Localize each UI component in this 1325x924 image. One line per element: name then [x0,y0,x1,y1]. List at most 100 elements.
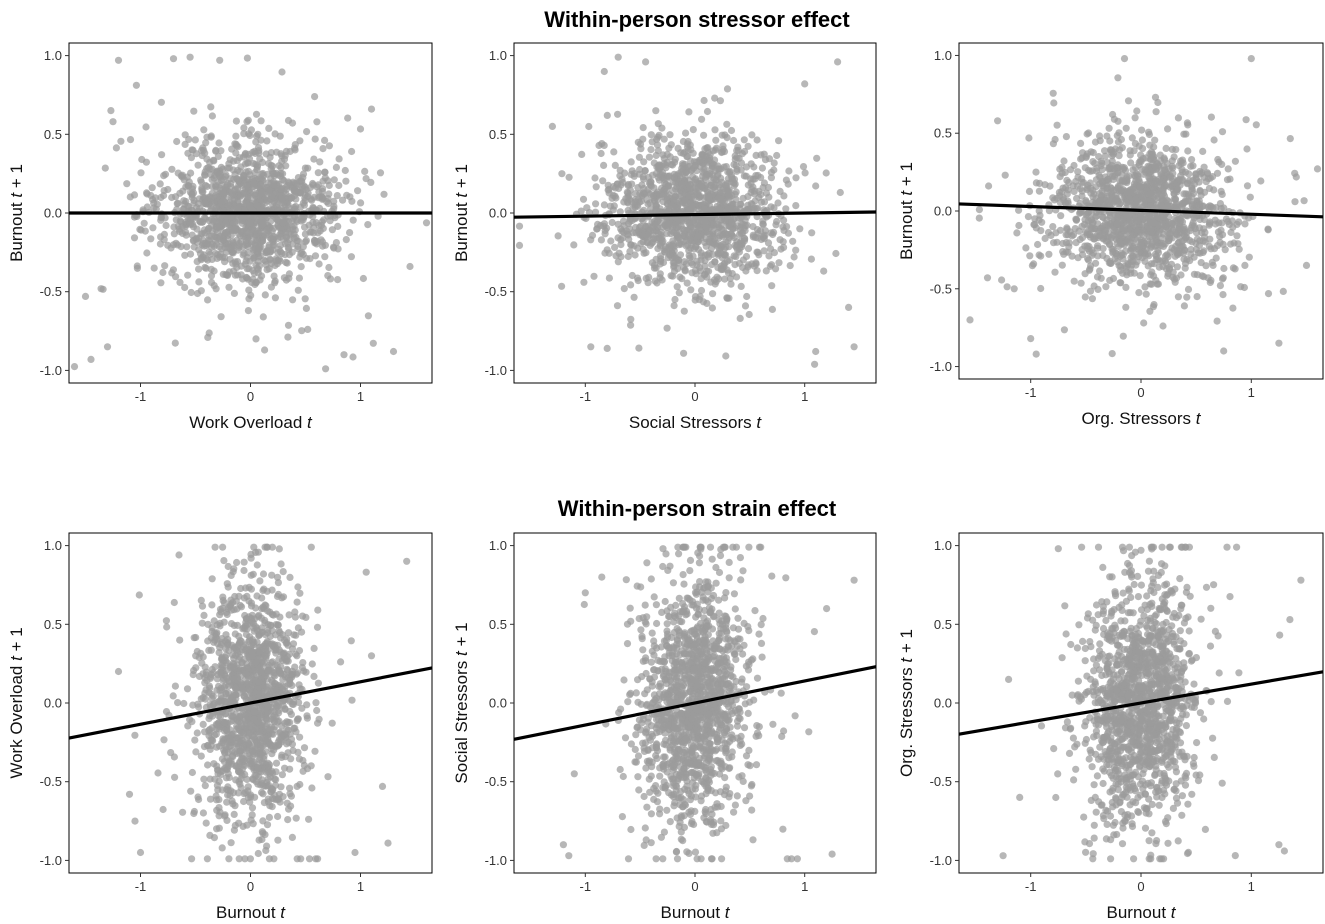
data-point [627,281,635,289]
data-point [1138,136,1146,144]
data-point [1138,126,1146,134]
data-point [254,849,262,858]
data-point [640,175,648,183]
data-point [683,152,692,160]
data-point [616,208,624,216]
data-point [213,223,221,231]
x-axis-label: Work Overload t [189,413,313,432]
data-point [591,174,599,182]
data-point [620,198,628,206]
data-point [758,164,767,172]
data-point [722,251,730,259]
y-tick-label: 0.5 [44,127,62,142]
data-point [1140,232,1148,240]
x-tick-label: 1 [357,389,364,404]
data-point [1051,268,1059,276]
data-point [765,155,774,163]
data-point [186,53,194,61]
y-axis-label: Burnout t + 1 [897,162,916,260]
y-axis-label: Burnout t + 1 [452,164,471,262]
data-point [812,347,820,356]
data-point [1184,147,1192,155]
data-point [1173,249,1181,257]
data-point [703,251,712,259]
data-point [279,219,287,227]
data-point [600,141,608,149]
data-point [600,67,608,76]
data-point [201,199,209,207]
data-point [132,81,140,89]
data-point [257,228,265,236]
data-point [1275,339,1283,347]
data-point [1064,231,1072,239]
data-point [767,261,776,269]
data-point [615,249,623,257]
data-point [157,279,165,287]
data-point [179,229,187,237]
data-point [822,169,830,177]
data-point [1148,268,1156,276]
data-point [697,249,705,257]
data-point [744,193,752,201]
data-point [611,161,619,169]
data-point [1220,264,1228,273]
data-point [686,184,694,192]
data-point [1149,303,1157,311]
data-point [1195,178,1203,186]
data-point [369,339,377,347]
data-point [1056,165,1064,173]
data-point [1024,213,1032,221]
data-point [673,204,682,212]
data-point [307,762,315,770]
data-point [225,283,233,291]
data-point [268,227,276,235]
data-point [680,349,688,357]
data-point [725,188,733,196]
data-point [295,237,303,246]
data-point [773,151,781,160]
data-point [639,245,647,254]
data-point [578,150,586,158]
data-point [180,197,188,205]
data-point [630,242,638,250]
data-point [149,224,157,232]
data-point [692,175,700,183]
data-point [737,243,746,251]
data-point [1174,293,1182,301]
data-point [1114,74,1122,82]
data-point [681,267,689,275]
data-point [341,166,349,175]
data-point [710,161,718,169]
data-point [1105,241,1114,249]
data-point [321,253,329,261]
data-point [1203,169,1211,177]
y-axis-label: Burnout t + 1 [7,164,26,262]
data-point [712,144,721,152]
data-point [1109,150,1117,158]
data-point [1090,233,1098,241]
data-point [367,105,376,113]
data-point [257,117,265,125]
data-point [1205,184,1213,192]
data-point [220,175,228,184]
data-point [767,229,775,237]
data-point [623,188,631,196]
data-point [644,200,652,208]
points-group-4 [114,543,411,863]
data-point [654,173,662,181]
data-point [1150,153,1158,161]
data-point [680,226,689,235]
data-point [190,107,198,115]
data-point [229,166,237,174]
data-point [309,181,317,189]
data-point [181,283,189,292]
data-point [276,230,284,238]
data-point [169,692,177,700]
y-tick-label: -0.5 [40,284,62,299]
data-point [713,202,721,210]
data-point [755,187,763,195]
data-point [691,161,699,170]
data-point [723,134,731,142]
